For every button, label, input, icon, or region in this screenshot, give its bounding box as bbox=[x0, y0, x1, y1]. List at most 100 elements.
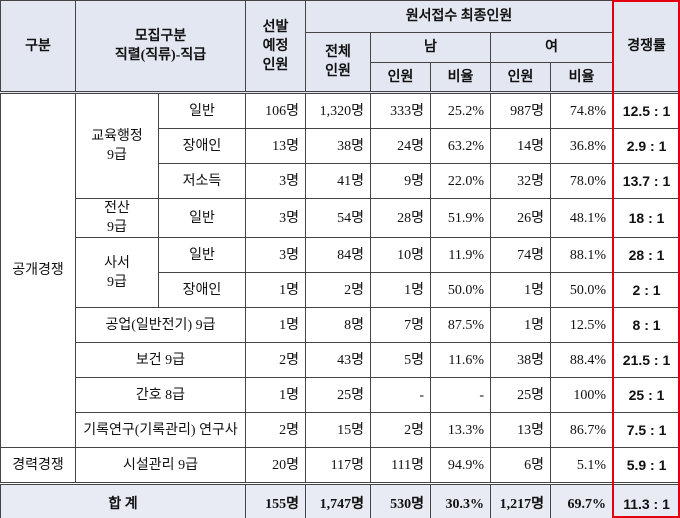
total-cell: 8명 bbox=[305, 307, 371, 343]
series-cell: 전산 9급 bbox=[75, 198, 159, 238]
planned-cell: 13명 bbox=[245, 128, 306, 164]
female-cell: 25명 bbox=[490, 377, 551, 413]
female-cell: 26명 bbox=[490, 198, 551, 238]
rate-cell: 2.9 : 1 bbox=[612, 128, 680, 164]
female_ratio-cell: 100% bbox=[549, 377, 614, 413]
rate-cell: 7.5 : 1 bbox=[612, 412, 680, 448]
male_ratio-cell: 94.9% bbox=[430, 447, 491, 484]
header-cell: 경쟁률 bbox=[612, 0, 680, 93]
male-cell: 1명 bbox=[370, 272, 431, 308]
rate-cell: 8 : 1 bbox=[612, 307, 680, 343]
planned-cell: 1명 bbox=[245, 377, 306, 413]
type-cell: 일반 bbox=[158, 237, 246, 273]
female_ratio-cell: 86.7% bbox=[549, 412, 614, 448]
header-text: 인원 bbox=[325, 64, 351, 79]
header-cell: 구분 bbox=[0, 0, 76, 93]
data-row: 사서 9급 일반 3명 84명 10명 11.9% 74명 88.1% 28 : 1 bbox=[1, 237, 680, 308]
total-cell: 1,320명 bbox=[305, 92, 371, 129]
header-cell: 인원 bbox=[370, 62, 431, 93]
series-text: 9급 bbox=[107, 220, 127, 235]
header-row: 구분 모집구분 직렬(직류)-직급 선발 예정 인원 원서접수 최종인원 경쟁률 bbox=[0, 0, 680, 93]
female-cell: 1명 bbox=[490, 272, 551, 308]
group-cell: 공개경쟁 bbox=[0, 92, 76, 448]
series-cell: 시설관리 9급 bbox=[75, 447, 246, 484]
planned-cell: 2명 bbox=[245, 412, 306, 448]
total-cell: 117명 bbox=[305, 447, 371, 484]
planned-cell: 106명 bbox=[245, 92, 306, 129]
male-cell: 5명 bbox=[370, 342, 431, 378]
data-row: 경력경쟁 시설관리 9급 20명 117명 111명 94.9% 6명 5.1% 5.9 : 1 bbox=[0, 447, 680, 484]
sum-label: 합 계 bbox=[0, 482, 246, 518]
male-cell: 28명 bbox=[370, 198, 431, 238]
data-row: 장애인 13명 38명 24명 63.2% 14명 36.8% 2.9 : 1 bbox=[1, 128, 680, 164]
male_ratio-cell: 22.0% bbox=[430, 163, 491, 199]
series-cell: 보건 9급 bbox=[75, 342, 246, 378]
male_ratio-cell: 63.2% bbox=[430, 128, 491, 164]
female_ratio-cell: 48.1% bbox=[549, 198, 614, 238]
sum-row: 합 계 155명 1,747명 530명 30.3% 1,217명 69.7% 11.3 : … bbox=[0, 482, 680, 518]
total-cell: 54명 bbox=[305, 198, 371, 238]
male_ratio-cell: 13.3% bbox=[430, 412, 491, 448]
planned-cell: 1명 bbox=[245, 272, 306, 308]
series-text: 시설관리 9급 bbox=[123, 457, 198, 473]
male-cell: 333명 bbox=[370, 92, 431, 129]
male_ratio-cell: 30.3% bbox=[430, 482, 491, 518]
type-cell: 장애인 bbox=[158, 128, 246, 164]
female-cell: 32명 bbox=[490, 163, 551, 199]
data-row: 공개경쟁 교육행정 9급 일반 106명 1,320명 333명 25.2% 987명 74.8%… bbox=[0, 92, 680, 448]
type-cell: 저소득 bbox=[158, 163, 246, 199]
series-text: 사서 bbox=[104, 255, 130, 271]
header-cell: 남 bbox=[370, 32, 491, 63]
planned-cell: 155명 bbox=[245, 482, 306, 518]
rate-cell: 5.9 : 1 bbox=[612, 447, 680, 484]
female_ratio-cell: 12.5% bbox=[549, 307, 614, 343]
data-row: 보건 9급 2명 43명 5명 11.6% 38명 88.4% 21.5 : 1 bbox=[1, 342, 680, 378]
header-cell: 여 bbox=[489, 32, 614, 63]
header-text: 인원 bbox=[262, 57, 289, 73]
male-cell: 24명 bbox=[370, 128, 431, 164]
planned-cell: 3명 bbox=[245, 163, 306, 199]
planned-cell: 3명 bbox=[245, 198, 306, 238]
header-text: 전체 bbox=[325, 45, 351, 60]
header-text: 예정 bbox=[262, 38, 289, 54]
header-text: 모집구분 bbox=[134, 29, 187, 44]
female_ratio-cell: 50.0% bbox=[549, 272, 614, 308]
female-cell: 13명 bbox=[490, 412, 551, 448]
planned-cell: 2명 bbox=[245, 342, 306, 378]
series-text: 교육행정 bbox=[91, 129, 143, 144]
header-cell: 모집구분 직렬(직류)-직급 bbox=[75, 0, 246, 93]
female-cell: 1,217명 bbox=[490, 482, 551, 518]
total-cell: 2명 bbox=[305, 272, 371, 308]
female-cell: 987명 bbox=[490, 92, 551, 129]
female_ratio-cell: 36.8% bbox=[549, 128, 614, 164]
male_ratio-cell: - bbox=[430, 377, 491, 413]
series-cell: 간호 8급 bbox=[75, 377, 246, 413]
female_ratio-cell: 74.8% bbox=[549, 92, 614, 129]
male_ratio-cell: 51.9% bbox=[430, 198, 491, 238]
type-cell: 일반 bbox=[158, 198, 246, 238]
total-cell: 1,747명 bbox=[305, 482, 371, 518]
group-cell: 경력경쟁 bbox=[0, 447, 76, 484]
planned-cell: 1명 bbox=[245, 307, 306, 343]
series-text: 9급 bbox=[107, 274, 127, 290]
total-cell: 41명 bbox=[305, 163, 371, 199]
male_ratio-cell: 87.5% bbox=[430, 307, 491, 343]
type-cell: 일반 bbox=[158, 92, 246, 129]
series-cell: 교육행정 9급 bbox=[75, 92, 159, 199]
male-cell: 10명 bbox=[370, 237, 431, 273]
female_ratio-cell: 5.1% bbox=[549, 447, 614, 484]
planned-cell: 3명 bbox=[245, 237, 306, 273]
rate-cell: 13.7 : 1 bbox=[612, 163, 680, 199]
series-cell: 사서 9급 bbox=[75, 237, 159, 308]
female_ratio-cell: 69.7% bbox=[549, 482, 614, 518]
series-cell: 공업(일반전기) 9급 bbox=[75, 307, 246, 343]
header-text: 선발 bbox=[262, 19, 289, 35]
male-cell: 9명 bbox=[370, 163, 431, 199]
total-cell: 25명 bbox=[305, 377, 371, 413]
male_ratio-cell: 11.6% bbox=[430, 342, 491, 378]
